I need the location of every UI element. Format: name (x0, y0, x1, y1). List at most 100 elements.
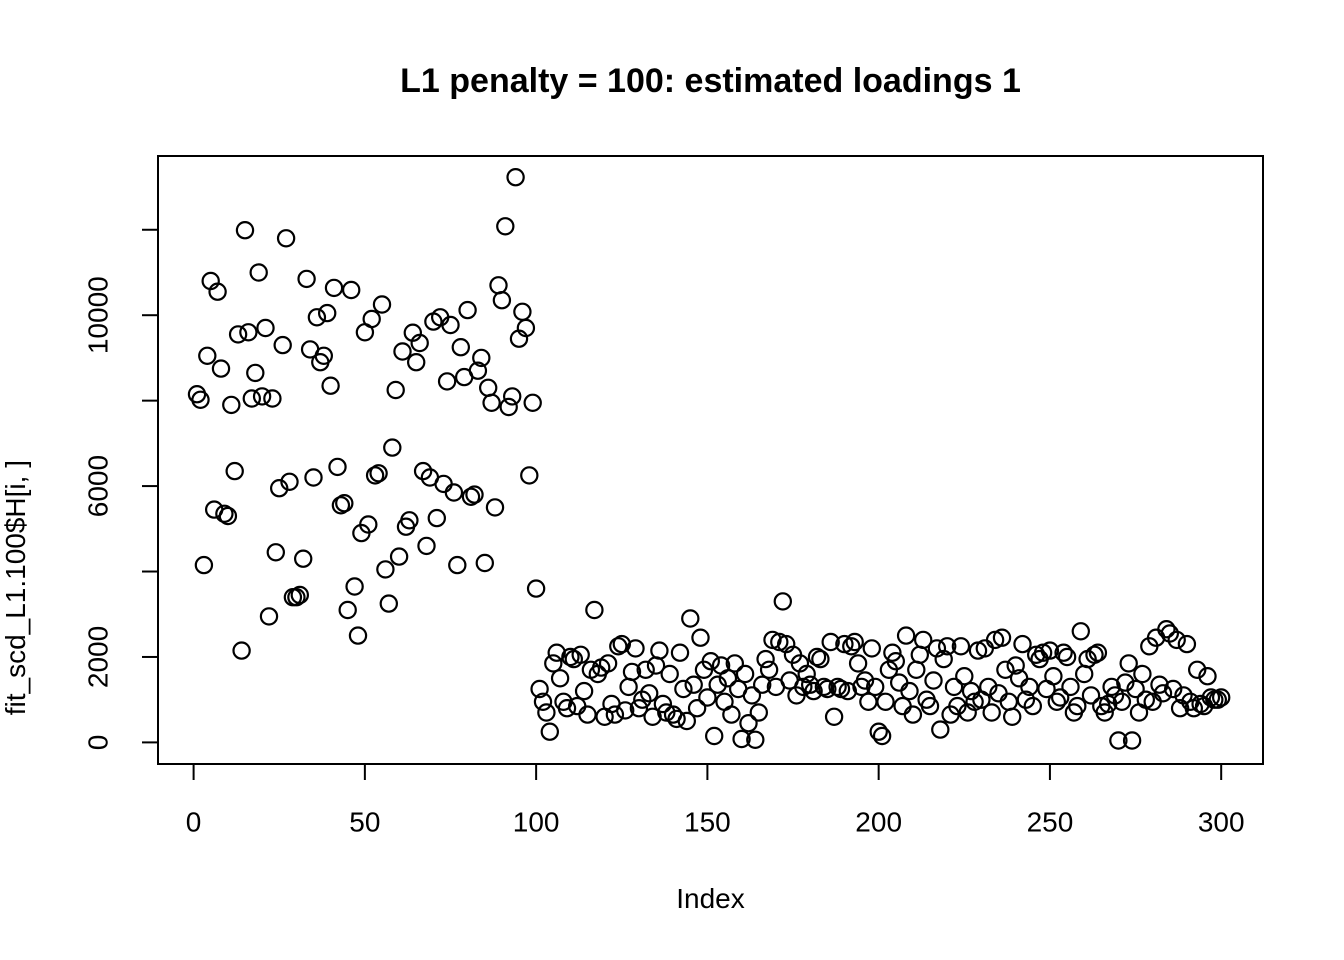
data-point (526, 579, 546, 598)
data-point (742, 686, 762, 705)
data-point (818, 679, 837, 699)
x-tick-label: 100 (513, 807, 560, 838)
data-point (266, 543, 285, 562)
data-point (807, 647, 827, 667)
data-point (619, 677, 638, 697)
data-point (1054, 643, 1073, 662)
data-point (318, 303, 337, 323)
data-point (660, 664, 679, 684)
data-point (725, 654, 745, 673)
data-point (739, 714, 758, 733)
data-point (348, 626, 368, 645)
data-point (944, 677, 964, 697)
data-point (307, 308, 327, 327)
data-point (609, 637, 628, 656)
data-point (571, 645, 590, 665)
x-axis-title: Index (676, 883, 745, 914)
data-point (859, 692, 878, 712)
data-point (503, 387, 522, 406)
data-point (273, 335, 292, 355)
data-point (814, 677, 834, 697)
data-point (855, 671, 875, 690)
data-point (759, 660, 779, 680)
data-point (681, 609, 700, 628)
data-point (437, 372, 457, 391)
data-point (458, 300, 477, 320)
data-point (444, 483, 464, 502)
data-point (804, 681, 823, 701)
data-point (718, 669, 738, 688)
data-point (708, 675, 727, 694)
data-point (636, 660, 655, 680)
data-point (640, 684, 659, 703)
data-point (1006, 656, 1025, 675)
data-point (1061, 677, 1080, 697)
x-tick-label: 150 (684, 807, 731, 838)
x-tick-label: 0 (186, 807, 202, 838)
data-point (687, 699, 707, 718)
data-point (550, 669, 570, 688)
data-point (561, 647, 580, 667)
data-point (530, 679, 549, 699)
data-point (544, 654, 563, 673)
data-point (732, 729, 751, 749)
data-point (670, 643, 690, 662)
data-point (1157, 620, 1176, 639)
data-point (448, 555, 467, 575)
data-point (749, 703, 769, 722)
data-point (797, 664, 816, 684)
data-point (407, 353, 426, 372)
data-point (1071, 622, 1091, 641)
data-point (1081, 686, 1101, 705)
data-point (684, 675, 703, 694)
data-point (194, 555, 214, 575)
data-point (677, 711, 697, 731)
data-point (996, 660, 1015, 680)
data-point (1068, 696, 1087, 716)
data-point (321, 376, 340, 395)
data-point (383, 438, 402, 457)
data-point (191, 390, 210, 409)
data-point (441, 315, 460, 335)
data-point (1003, 707, 1022, 727)
data-point (1057, 647, 1077, 667)
data-point (838, 681, 858, 701)
data-point (324, 278, 344, 298)
data-point (1163, 679, 1183, 699)
data-point (903, 705, 923, 724)
data-point (866, 677, 885, 697)
data-point (900, 681, 919, 701)
data-point (824, 707, 844, 727)
data-point (242, 389, 261, 408)
data-point (622, 662, 642, 682)
data-point (331, 496, 351, 515)
y-tick-label: 2000 (83, 626, 114, 688)
data-point (410, 333, 429, 353)
data-point (369, 464, 388, 483)
data-point (753, 675, 772, 694)
data-point (626, 639, 645, 658)
data-point (557, 699, 577, 718)
data-point (821, 632, 840, 652)
data-point (365, 466, 385, 485)
data-point (239, 323, 258, 342)
y-tick-label: 0 (83, 735, 114, 751)
data-point (249, 263, 268, 282)
data-point (1088, 643, 1108, 662)
data-point (479, 378, 498, 397)
data-point (1074, 664, 1094, 684)
data-point (1050, 688, 1070, 707)
data-point (393, 342, 412, 361)
data-point (215, 504, 234, 523)
data-point (287, 588, 306, 607)
data-point (496, 217, 515, 236)
data-point (862, 639, 882, 658)
data-point (338, 600, 357, 620)
data-point (304, 468, 323, 487)
x-tick-label: 200 (855, 807, 902, 838)
data-point (982, 703, 1001, 722)
data-point (1119, 654, 1138, 673)
data-point (886, 652, 906, 671)
x-tick-label: 50 (349, 807, 380, 838)
data-point (616, 701, 635, 720)
